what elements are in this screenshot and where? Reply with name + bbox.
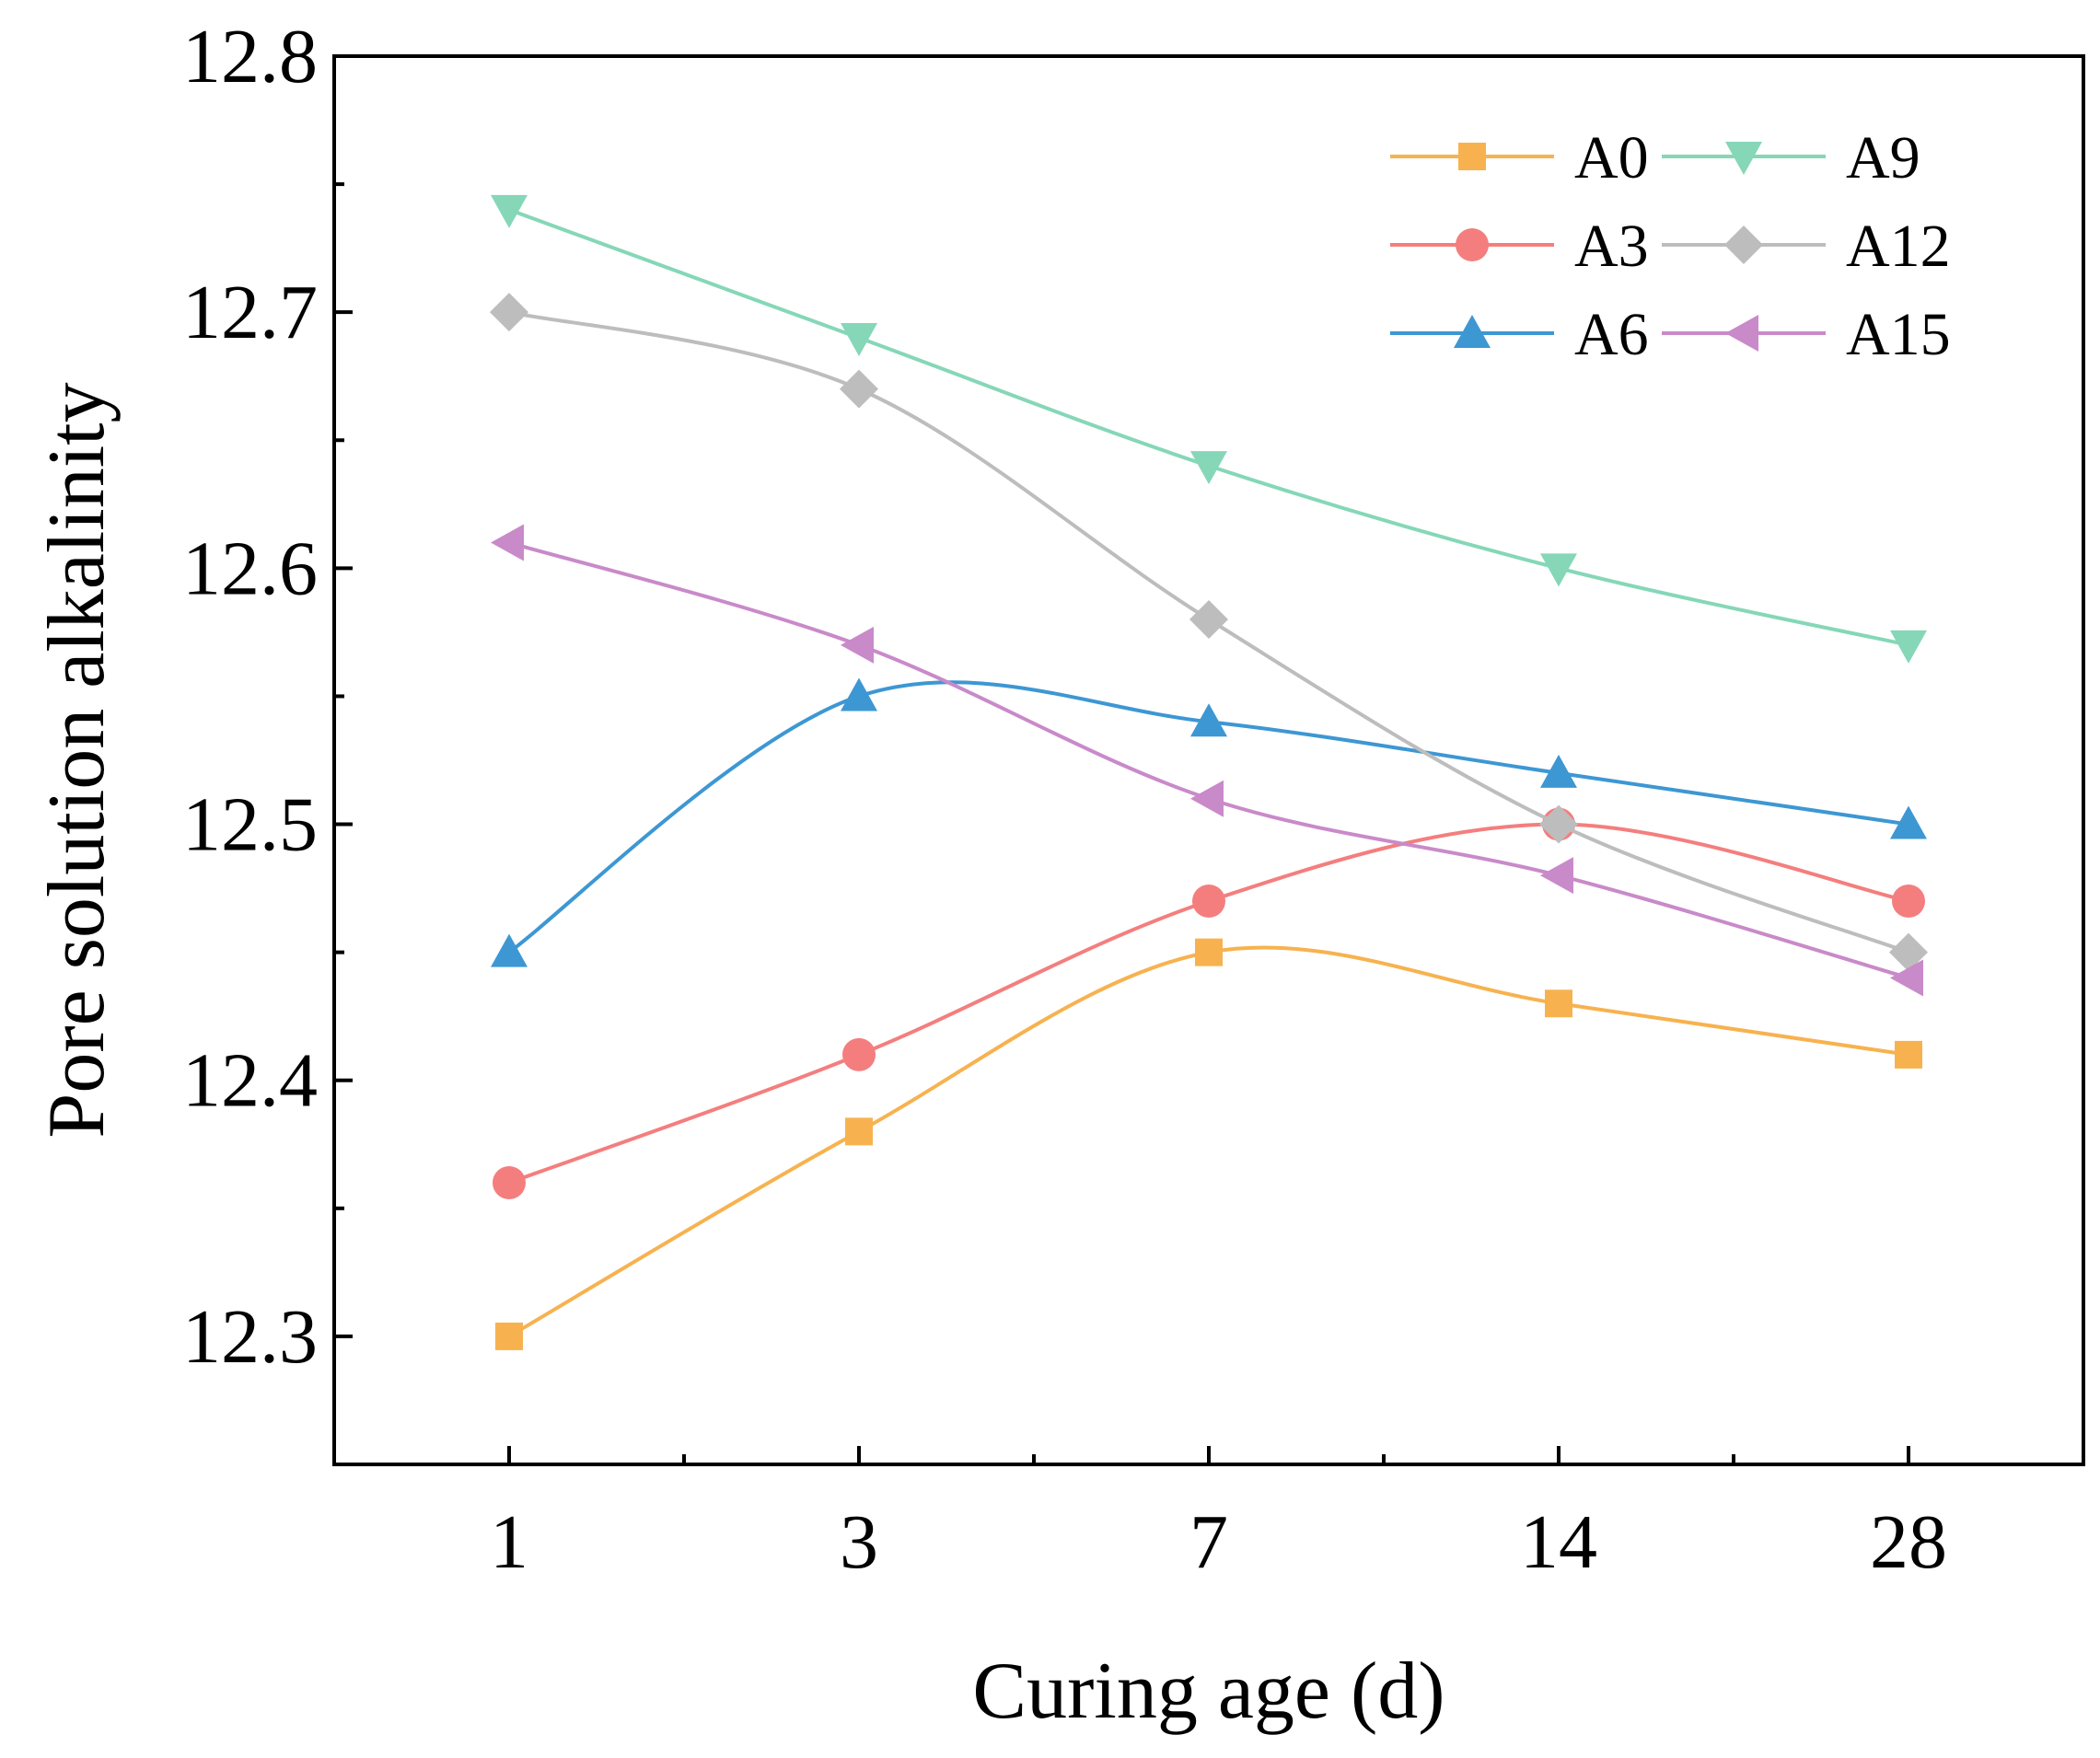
x-tick-label: 1 [490, 1499, 528, 1585]
data-point [1540, 857, 1573, 895]
data-point [1892, 885, 1925, 918]
axes-layer: 12.3 12.4 12.5 12.6 12.7 12.8 1 3 7 14 28 [182, 14, 1947, 1585]
data-point [491, 194, 528, 228]
legend-item-a3: A3 [1390, 213, 1649, 280]
x-axis-title: Curing age (d) [972, 1647, 1444, 1736]
y-tick-label: 12.3 [182, 1294, 318, 1380]
data-point [840, 369, 878, 409]
data-point [1190, 780, 1224, 817]
data-point [841, 626, 874, 664]
series-layer [490, 194, 1928, 1350]
data-point [1889, 932, 1928, 972]
y-tick-label: 12.8 [182, 14, 318, 99]
y-tick-label: 12.5 [182, 782, 318, 868]
data-point [1195, 938, 1223, 966]
data-point [1190, 451, 1227, 485]
data-point [1539, 804, 1578, 844]
data-point [842, 1037, 876, 1071]
data-point [491, 524, 524, 561]
y-tick-label: 12.7 [182, 270, 318, 355]
legend-item-a12: A12 [1662, 213, 1951, 280]
legend-item-a9: A9 [1662, 124, 1920, 191]
legend: A0 A3 A6 A9 A12 A15 [1390, 124, 1951, 368]
data-point [491, 933, 528, 967]
data-point [1189, 600, 1228, 639]
legend-label: A9 [1846, 124, 1920, 191]
legend-label: A3 [1574, 213, 1649, 280]
plot-frame [332, 54, 2085, 1466]
data-point [1192, 885, 1225, 918]
series-line [508, 208, 1909, 647]
x-tick-label: 7 [1189, 1499, 1228, 1585]
series-line [507, 945, 1909, 1338]
y-axis-title: Pore solution alkalinity [32, 382, 122, 1138]
legend-marker [1724, 226, 1763, 264]
data-point [1545, 989, 1572, 1018]
legend-label: A12 [1846, 213, 1951, 280]
data-point [845, 1117, 873, 1146]
series-a3 [493, 807, 1925, 1199]
data-point [495, 1322, 523, 1350]
legend-label: A6 [1574, 301, 1649, 368]
data-point [1540, 754, 1577, 788]
legend-item-a0: A0 [1390, 124, 1649, 191]
data-point [493, 1166, 526, 1199]
legend-marker [1725, 142, 1762, 175]
data-point [1890, 959, 1923, 997]
series-a12 [490, 293, 1928, 972]
y-tick-label: 12.4 [182, 1038, 318, 1124]
data-point [1190, 703, 1227, 737]
y-tick-label: 12.6 [182, 526, 318, 611]
legend-marker [1725, 315, 1758, 352]
series-a6 [491, 677, 1927, 967]
series-line [508, 822, 1909, 1185]
legend-marker [1458, 143, 1486, 170]
x-tick-label: 3 [840, 1499, 878, 1585]
data-point [490, 293, 528, 332]
legend-label: A0 [1574, 124, 1649, 191]
data-point [1890, 630, 1927, 664]
series-a0 [495, 938, 1922, 1350]
data-point [841, 677, 877, 711]
series-a15 [491, 524, 1923, 997]
x-tick-label: 14 [1520, 1499, 1597, 1585]
legend-label: A15 [1846, 301, 1951, 368]
series-a9 [491, 194, 1927, 664]
legend-marker [1454, 315, 1491, 348]
legend-item-a6: A6 [1390, 301, 1649, 368]
data-point [841, 323, 877, 356]
legend-marker [1456, 228, 1489, 261]
data-point [1890, 805, 1927, 839]
data-point [1540, 553, 1577, 587]
data-point [1895, 1040, 1922, 1069]
legend-item-a15: A15 [1662, 301, 1951, 368]
x-tick-label: 28 [1870, 1499, 1947, 1585]
